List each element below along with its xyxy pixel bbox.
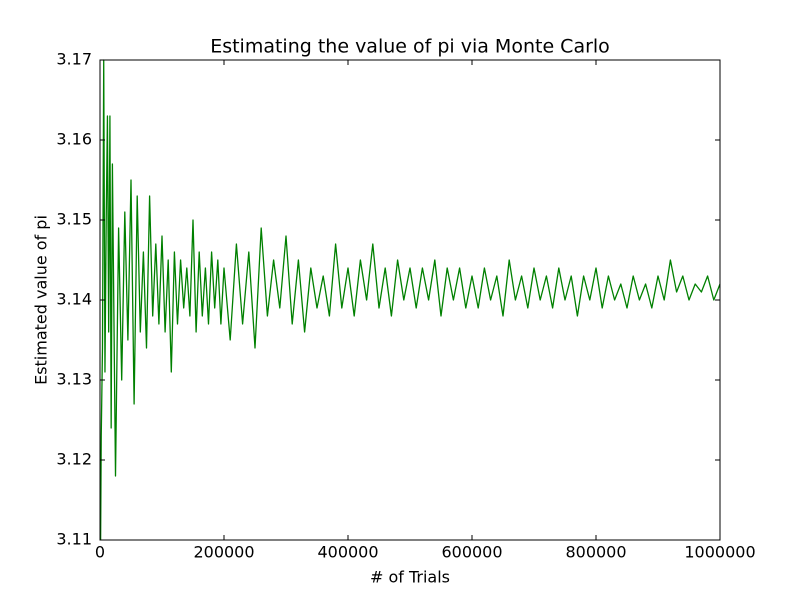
chart-title: Estimating the value of pi via Monte Car… bbox=[210, 36, 610, 58]
y-tick-label: 3.16 bbox=[56, 130, 92, 149]
axes-frame bbox=[99, 59, 721, 541]
y-tick-label: 3.11 bbox=[56, 530, 92, 549]
x-tick-label: 600000 bbox=[441, 543, 502, 562]
y-tick-label: 3.17 bbox=[56, 50, 92, 69]
x-axis-label: # of Trials bbox=[370, 568, 450, 587]
x-tick-label: 400000 bbox=[317, 543, 378, 562]
x-tick-label: 1000000 bbox=[684, 543, 755, 562]
y-tick-label: 3.13 bbox=[56, 370, 92, 389]
x-tick-label: 200000 bbox=[193, 543, 254, 562]
y-tick-label: 3.15 bbox=[56, 210, 92, 229]
y-axis-label: Estimated value of pi bbox=[32, 215, 51, 385]
x-tick-label: 0 bbox=[95, 543, 105, 562]
data-line bbox=[99, 59, 721, 541]
x-tick-label: 800000 bbox=[565, 543, 626, 562]
y-tick-label: 3.14 bbox=[56, 290, 92, 309]
y-tick-label: 3.12 bbox=[56, 450, 92, 469]
